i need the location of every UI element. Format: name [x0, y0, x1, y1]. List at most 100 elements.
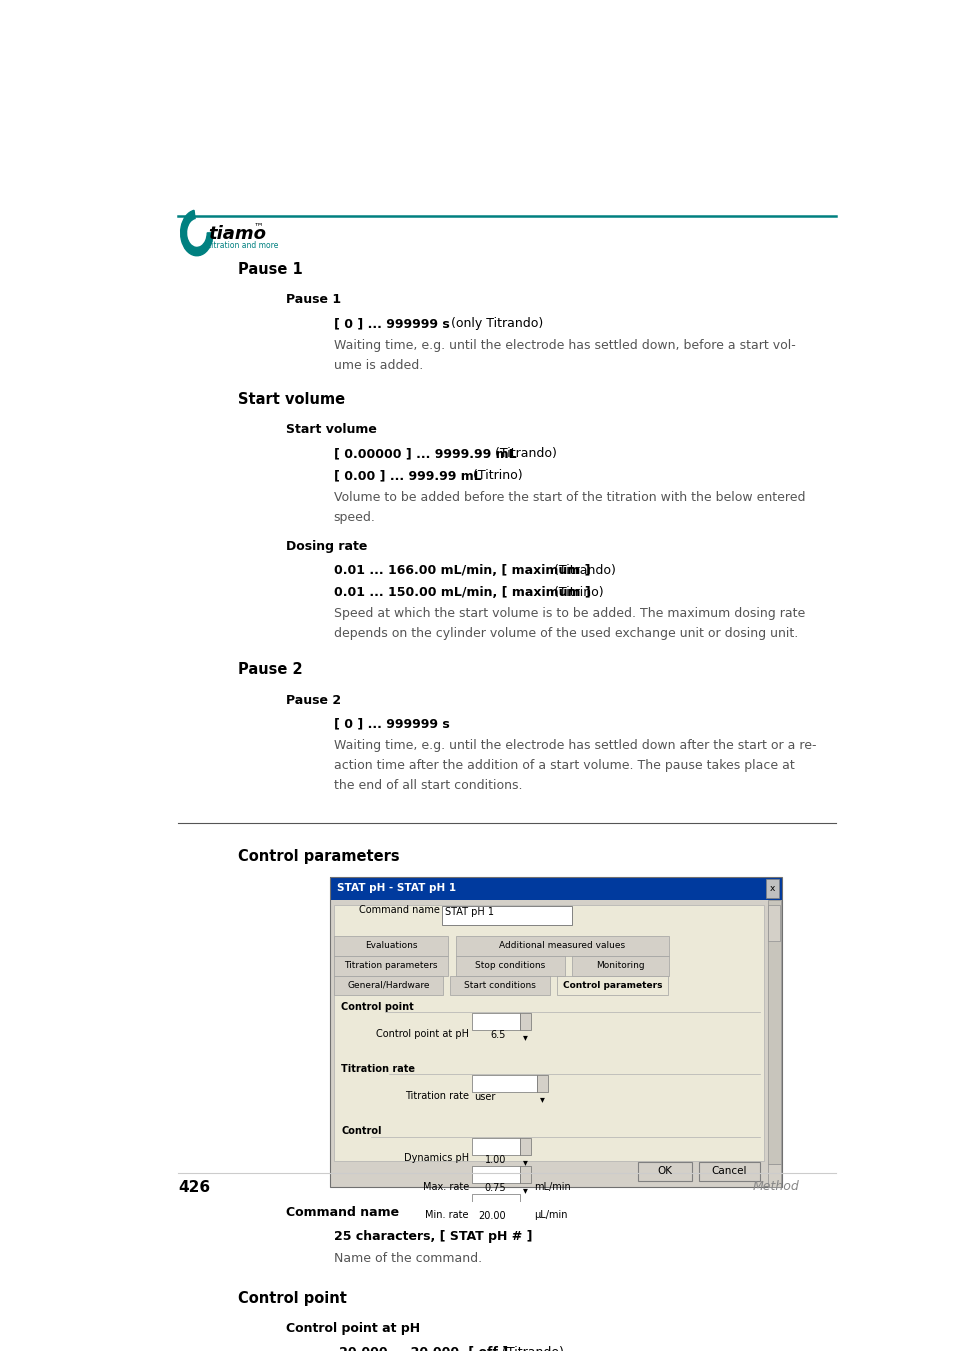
Bar: [334, 936, 448, 957]
Text: Start volume: Start volume: [237, 392, 344, 407]
Bar: [472, 1166, 519, 1182]
Text: tiamo: tiamo: [208, 224, 266, 243]
Bar: [765, 880, 779, 897]
Text: (Titrando),: (Titrando),: [497, 1346, 567, 1351]
Text: Evaluations: Evaluations: [364, 942, 416, 951]
Bar: [330, 900, 781, 1186]
Text: Speed at which the start volume is to be added. The maximum dosing rate: Speed at which the start volume is to be…: [334, 608, 804, 620]
Bar: [571, 957, 668, 975]
Text: Dynamics pH: Dynamics pH: [403, 1154, 469, 1163]
Text: 426: 426: [178, 1179, 211, 1194]
Text: Control point: Control point: [341, 1001, 414, 1012]
Bar: [442, 907, 571, 924]
Bar: [330, 877, 781, 1186]
Text: Control parameters: Control parameters: [237, 848, 398, 863]
Text: STAT pH - STAT pH 1: STAT pH - STAT pH 1: [337, 884, 456, 893]
Text: [ 0 ] ... 999999 s: [ 0 ] ... 999999 s: [334, 317, 449, 330]
Text: Cancel: Cancel: [711, 1166, 746, 1177]
Bar: [456, 936, 668, 957]
Text: ▾: ▾: [522, 1032, 527, 1042]
Text: (Titrino): (Titrino): [469, 469, 522, 482]
Text: Additional measured values: Additional measured values: [498, 942, 624, 951]
Text: Control point at pH: Control point at pH: [375, 1028, 469, 1039]
Text: (Titrando): (Titrando): [550, 563, 616, 577]
Text: Start conditions: Start conditions: [464, 981, 536, 990]
Text: the end of all start conditions.: the end of all start conditions.: [334, 780, 521, 792]
Bar: [334, 957, 448, 975]
Text: Control point at pH: Control point at pH: [285, 1323, 419, 1335]
Text: STAT pH 1: STAT pH 1: [445, 907, 494, 917]
Text: action time after the addition of a start volume. The pause takes place at: action time after the addition of a star…: [334, 759, 794, 773]
Text: OK: OK: [657, 1166, 672, 1177]
Text: x: x: [769, 884, 775, 893]
Text: 0.75: 0.75: [484, 1182, 505, 1193]
Bar: [334, 975, 442, 996]
Text: Titration parameters: Titration parameters: [344, 961, 437, 970]
Text: titration and more: titration and more: [208, 242, 278, 250]
Bar: [450, 975, 550, 996]
Bar: [472, 1013, 519, 1029]
Bar: [537, 1075, 547, 1092]
Text: speed.: speed.: [334, 511, 375, 524]
Text: Titration rate: Titration rate: [341, 1065, 415, 1074]
Text: Titration rate: Titration rate: [404, 1092, 469, 1101]
Bar: [699, 1162, 759, 1181]
Text: ™: ™: [253, 222, 263, 231]
Text: Max. rate: Max. rate: [422, 1182, 469, 1192]
Text: Command name: Command name: [358, 905, 439, 915]
Bar: [767, 900, 781, 1165]
Text: Pause 1: Pause 1: [285, 293, 340, 307]
Text: Monitoring: Monitoring: [596, 961, 644, 970]
Text: Control parameters: Control parameters: [562, 981, 661, 990]
Text: (Titrando): (Titrando): [491, 447, 557, 461]
Text: Waiting time, e.g. until the electrode has settled down after the start or a re-: Waiting time, e.g. until the electrode h…: [334, 739, 816, 753]
Text: 0.01 ... 166.00 mL/min, [ maximum ]: 0.01 ... 166.00 mL/min, [ maximum ]: [334, 563, 590, 577]
Text: 1.00: 1.00: [484, 1155, 505, 1165]
Text: [ 0 ] ... 999999 s: [ 0 ] ... 999999 s: [334, 717, 449, 731]
Wedge shape: [180, 211, 213, 255]
Text: user: user: [474, 1092, 495, 1102]
Text: ▾: ▾: [539, 1094, 544, 1104]
Text: [ 0.00 ] ... 999.99 mL: [ 0.00 ] ... 999.99 mL: [334, 469, 481, 482]
Bar: [767, 905, 780, 942]
Text: Pause 2: Pause 2: [285, 693, 340, 707]
Text: ume is added.: ume is added.: [334, 359, 422, 372]
Text: Command name: Command name: [285, 1205, 398, 1219]
Text: Pause 2: Pause 2: [237, 662, 302, 677]
Text: mL/min: mL/min: [534, 1182, 570, 1192]
Text: Dosing rate: Dosing rate: [285, 540, 367, 553]
Bar: [519, 1013, 531, 1029]
Text: 25 characters, [ STAT pH # ]: 25 characters, [ STAT pH # ]: [334, 1231, 532, 1243]
Text: (Titrino): (Titrino): [550, 585, 603, 598]
Text: Pause 1: Pause 1: [237, 262, 302, 277]
Bar: [330, 877, 781, 900]
Text: 6.5: 6.5: [490, 1029, 505, 1040]
Text: General/Hardware: General/Hardware: [347, 981, 429, 990]
Text: Method: Method: [752, 1179, 799, 1193]
Text: [ 0.00000 ] ... 9999.99 mL: [ 0.00000 ] ... 9999.99 mL: [334, 447, 516, 461]
Bar: [456, 957, 564, 975]
Bar: [472, 1194, 519, 1210]
Bar: [638, 1162, 691, 1181]
Text: (only Titrando): (only Titrando): [446, 317, 542, 330]
Text: Name of the command.: Name of the command.: [334, 1252, 481, 1266]
Text: Waiting time, e.g. until the electrode has settled down, before a start vol-: Waiting time, e.g. until the electrode h…: [334, 339, 795, 353]
Bar: [472, 1138, 519, 1155]
Text: depends on the cylinder volume of the used exchange unit or dosing unit.: depends on the cylinder volume of the us…: [334, 627, 797, 640]
Bar: [472, 1075, 537, 1092]
Text: Min. rate: Min. rate: [425, 1209, 469, 1220]
Text: Control: Control: [341, 1127, 381, 1136]
Bar: [334, 905, 763, 1161]
Text: 20.00: 20.00: [477, 1210, 505, 1221]
Bar: [519, 1166, 531, 1182]
Bar: [767, 1165, 781, 1186]
Bar: [557, 975, 667, 996]
Text: ▾: ▾: [522, 1185, 527, 1194]
Text: 0.01 ... 150.00 mL/min, [ maximum ]: 0.01 ... 150.00 mL/min, [ maximum ]: [334, 585, 590, 598]
Text: Stop conditions: Stop conditions: [475, 961, 545, 970]
Text: μL/min: μL/min: [534, 1209, 567, 1220]
Bar: [519, 1138, 531, 1155]
Text: Volume to be added before the start of the titration with the below entered: Volume to be added before the start of t…: [334, 490, 804, 504]
Text: ▾: ▾: [522, 1156, 527, 1167]
Text: Control point: Control point: [237, 1290, 346, 1306]
